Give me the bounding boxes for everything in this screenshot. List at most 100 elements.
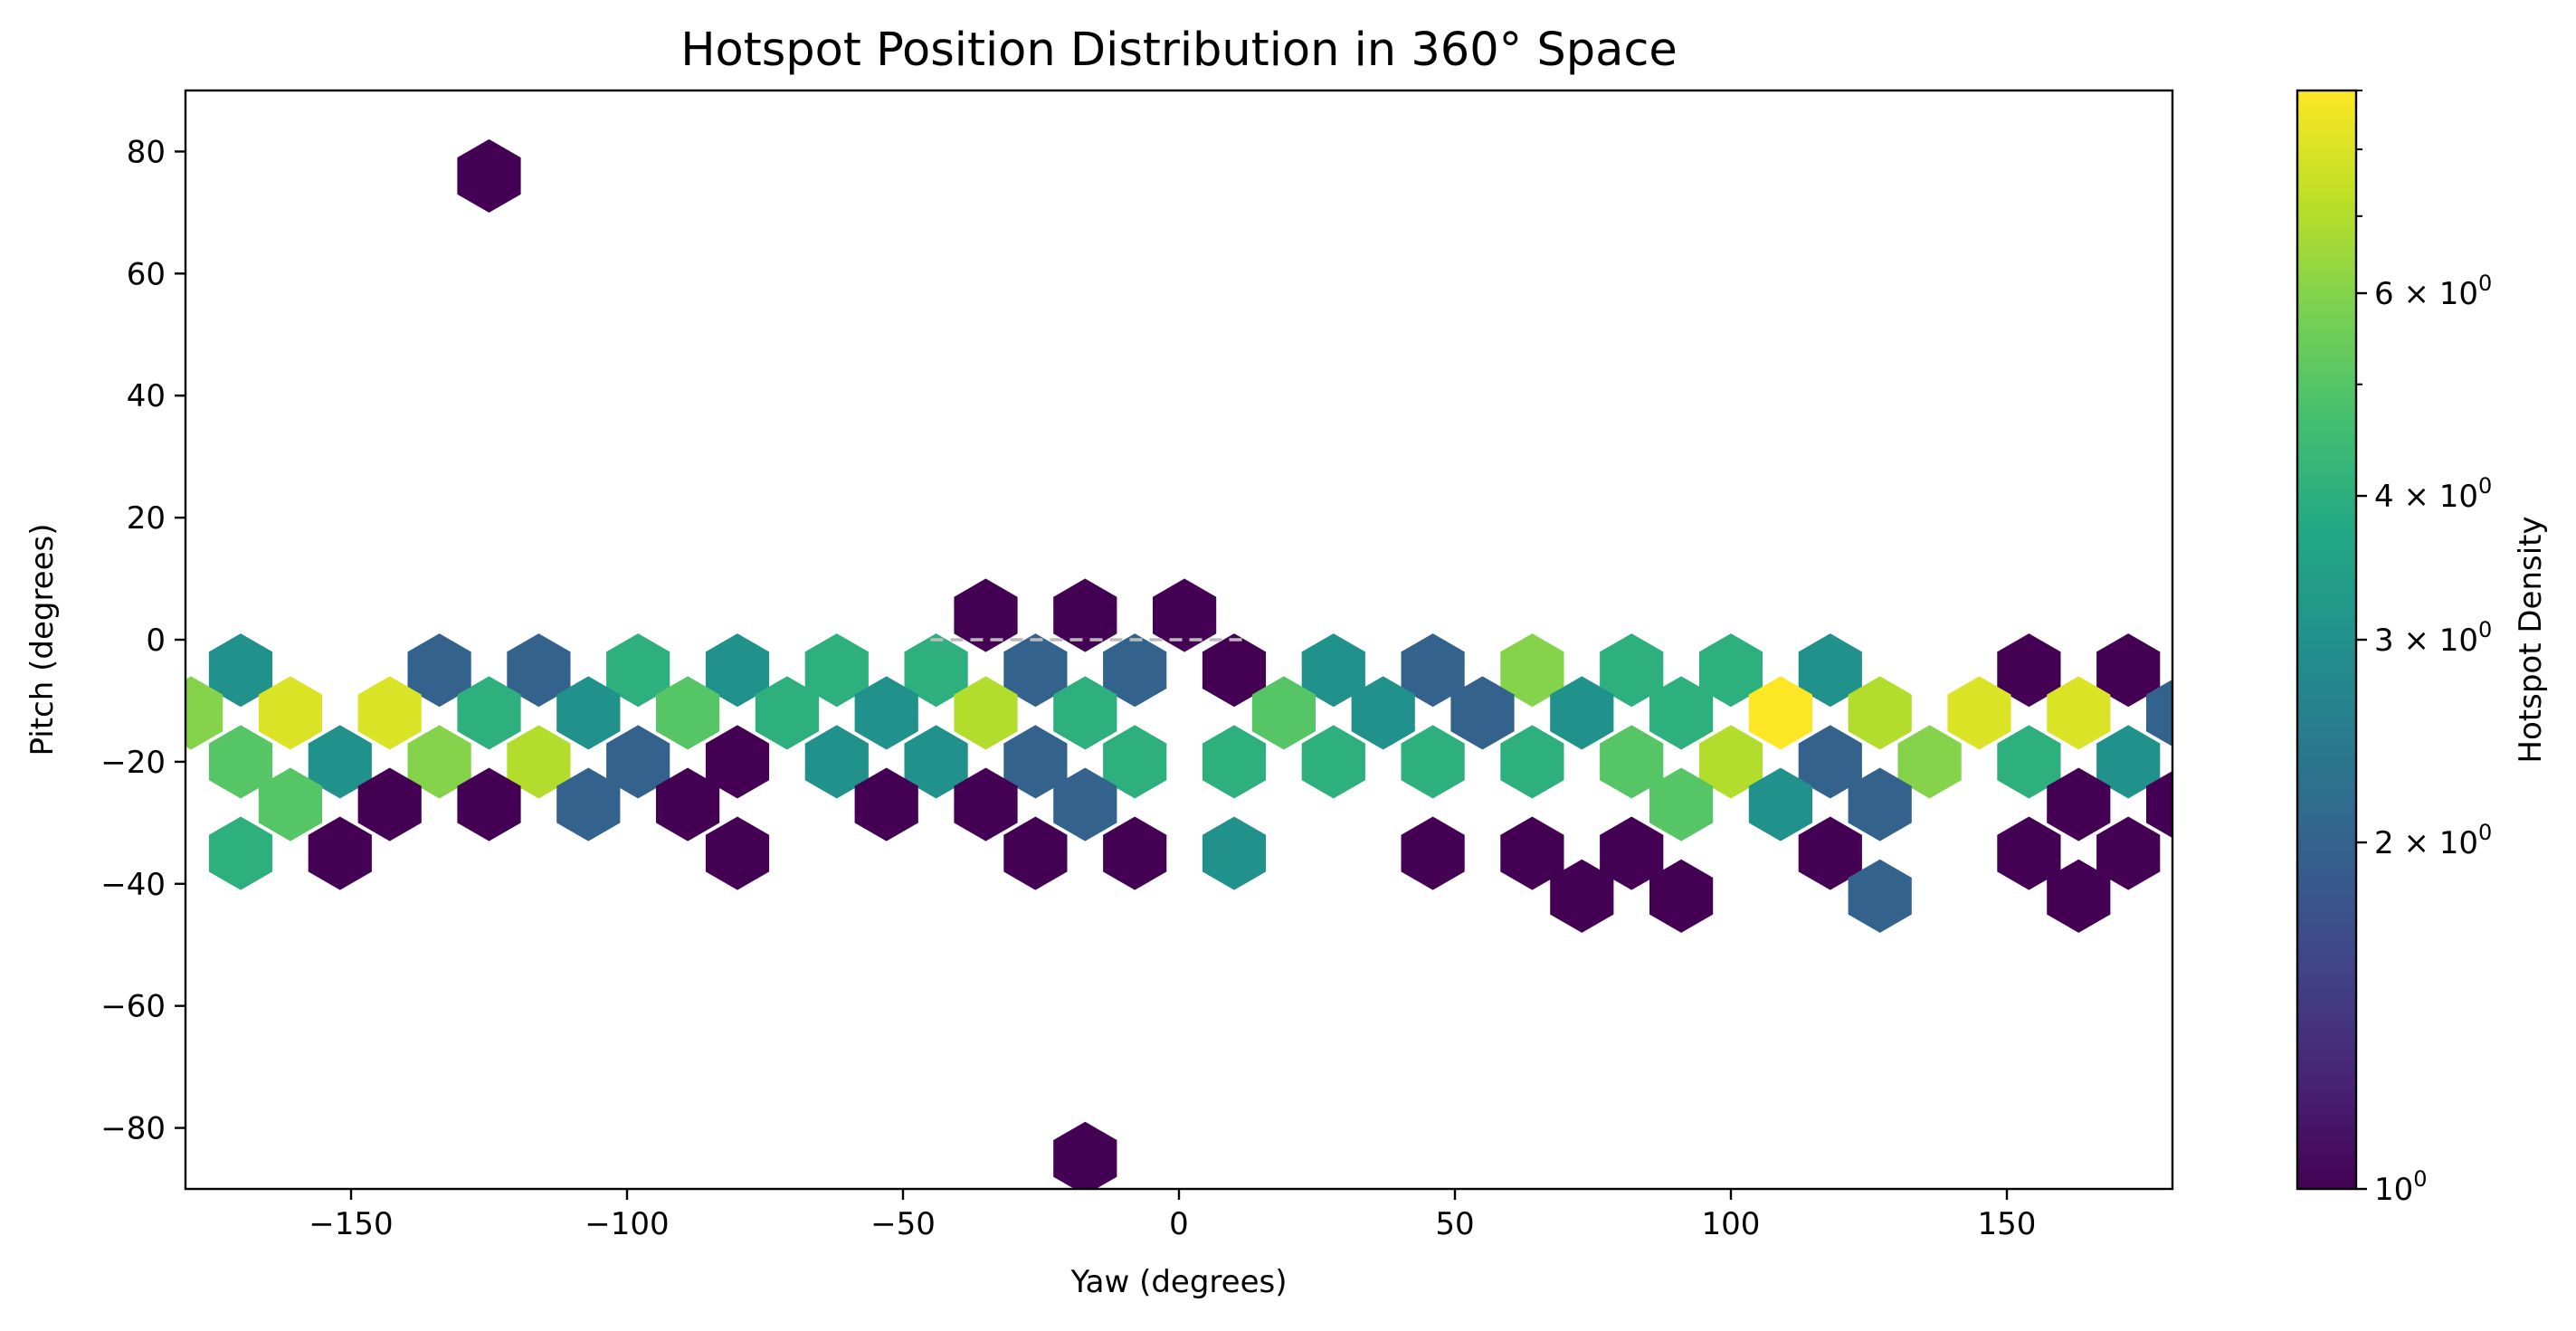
hexbin-cell <box>1053 676 1117 750</box>
y-tick-label: 40 <box>127 378 166 414</box>
hexbin-cell <box>1301 725 1365 799</box>
hexbin-cell <box>1997 633 2061 708</box>
colorbar-gradient <box>2296 89 2358 1191</box>
hexbin-cell <box>904 725 968 799</box>
hexbin-cell <box>804 633 869 708</box>
hexbin-cell <box>1698 633 1763 708</box>
hexbin-cell <box>1500 633 1564 708</box>
y-tick-label: −80 <box>100 1111 166 1147</box>
hexbin-cell <box>1003 725 1068 799</box>
y-tick-label: 0 <box>146 623 166 659</box>
hexbin-cell <box>1649 767 1714 841</box>
hexbin-cell <box>556 767 621 841</box>
hexbin-cell <box>457 676 521 750</box>
hexbin-cell <box>1897 725 1962 799</box>
hexbin-cell <box>1500 725 1564 799</box>
y-tick-label: −20 <box>100 745 166 781</box>
hexbin-cell <box>258 676 322 750</box>
hexbin-cell <box>1202 816 1267 890</box>
hexbin-cell <box>357 676 422 750</box>
hexbin-cell <box>185 676 223 750</box>
hexbin-cell <box>1401 725 1465 799</box>
hexbin-cell <box>1351 676 1415 750</box>
y-axis: 80 60 40 20 0 −20 −40 −60 −80 <box>100 134 185 1147</box>
hexbin-cell <box>2096 816 2161 890</box>
x-tick-label: −50 <box>870 1206 936 1242</box>
hexbin-cell <box>2096 725 2161 799</box>
hexbin-cell <box>2096 633 2161 708</box>
hexbin-cell <box>1053 578 1117 652</box>
hexbin-cell <box>1798 725 1862 799</box>
hexbin-cell <box>308 816 372 890</box>
y-tick-label: −60 <box>100 989 166 1025</box>
hexbin-cell <box>606 725 670 799</box>
x-tick-label: −100 <box>585 1206 669 1242</box>
hexbin-cell <box>606 633 670 708</box>
colorbar: 100 2 × 100 3 × 100 4 × 100 6 × 100 Hotspot … <box>2296 89 2549 1208</box>
hexbin-cell <box>556 676 621 750</box>
hexbin-cell <box>1550 676 1614 750</box>
colorbar-tick-label: 6 × 100 <box>2374 271 2492 312</box>
hexbin-cell <box>954 767 1018 841</box>
hexbin-cell <box>1748 767 1812 841</box>
hexbin-cell <box>954 676 1018 750</box>
hexbin-cell <box>656 767 720 841</box>
colorbar-tick-label: 4 × 100 <box>2374 473 2492 515</box>
hexbin-cell <box>1748 676 1812 750</box>
hexbin-cell <box>1500 816 1564 890</box>
colorbar-tick-label: 3 × 100 <box>2374 617 2492 659</box>
colorbar-tick-label: 2 × 100 <box>2374 820 2492 861</box>
hexbin-cell <box>1401 633 1465 708</box>
hexbin-cell <box>755 676 819 750</box>
x-tick-label: 150 <box>1978 1206 2037 1242</box>
hexbin-cell <box>854 767 918 841</box>
hexbin-cell <box>357 767 422 841</box>
hexbin-cell <box>1649 676 1714 750</box>
hexbin-cell <box>2047 767 2111 841</box>
hexbin-cell <box>457 138 521 213</box>
hexbin-cell <box>1053 1121 1117 1189</box>
hexbin-cell <box>854 676 918 750</box>
hexbin-cell <box>457 767 521 841</box>
hexbin-cell <box>1848 859 1912 933</box>
hexbin-cell <box>1202 633 1267 708</box>
hexbin-cell <box>1600 816 1664 890</box>
hexbin-cell <box>1103 816 1167 890</box>
x-axis-label: Yaw (degrees) <box>1070 1264 1288 1300</box>
hexbin-cell <box>1848 676 1912 750</box>
hexbin-cell <box>1997 725 2061 799</box>
hexbin-cell <box>208 816 273 890</box>
hexbin-cell <box>1798 816 1862 890</box>
hexbin-cell <box>2047 676 2111 750</box>
colorbar-label: Hotspot Density <box>2513 516 2549 763</box>
hexbin-cell <box>1153 578 1217 652</box>
hexbin-cell <box>1003 816 1068 890</box>
hexbin-cell <box>1103 725 1167 799</box>
hexbin-cell <box>1401 816 1465 890</box>
hexbin-cell <box>1550 859 1614 933</box>
hexbin-cell <box>1301 633 1365 708</box>
hexbin-cell <box>705 725 770 799</box>
y-tick-label: −40 <box>100 867 166 903</box>
y-tick-label: 80 <box>127 134 166 170</box>
hexbin-cell <box>1947 676 2011 750</box>
x-tick-label: 0 <box>1169 1206 1189 1242</box>
hexbin-cell <box>1649 859 1714 933</box>
hexbin-cell <box>1997 816 2061 890</box>
hexbin-cell <box>1848 767 1912 841</box>
hexbin-cell <box>208 633 273 708</box>
hexbin-cell <box>1600 633 1664 708</box>
hexbin-cell <box>407 725 471 799</box>
hexbin-cell <box>954 578 1018 652</box>
hexbin-cell <box>2146 679 2172 746</box>
hexbin-cell <box>705 633 770 708</box>
y-tick-label: 20 <box>127 500 166 537</box>
hexbin-cell <box>656 676 720 750</box>
hexbin-cell <box>1450 676 1515 750</box>
hexbin-cell <box>507 633 571 708</box>
hexbin-cells <box>185 138 2172 1189</box>
colorbar-ticks: 100 2 × 100 3 × 100 4 × 100 6 × 100 <box>2356 90 2492 1208</box>
hexbin-cell <box>1698 725 1763 799</box>
